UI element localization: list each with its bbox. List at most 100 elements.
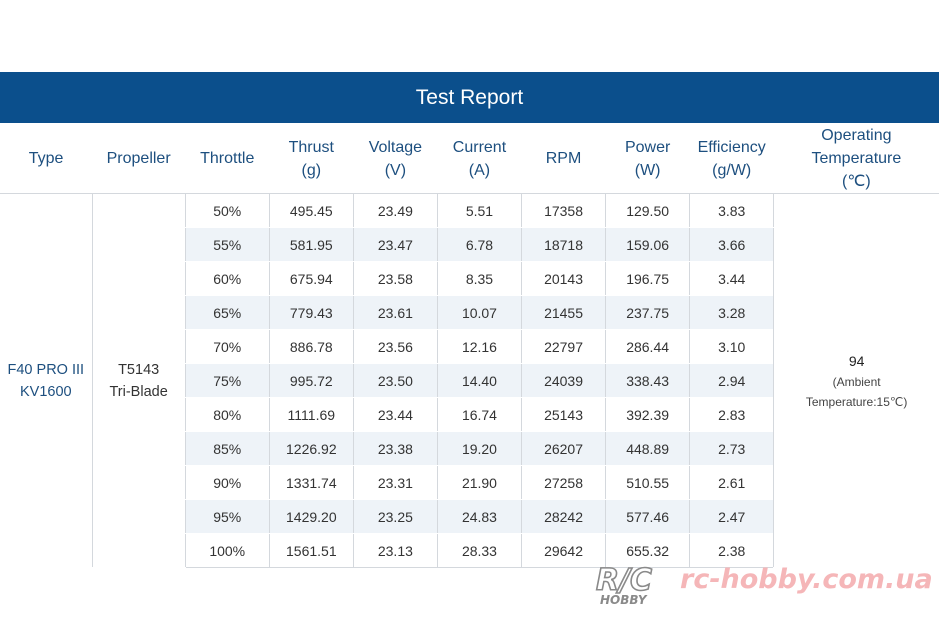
cell-power: 392.39 (605, 397, 690, 432)
cell-thrust: 1561.51 (268, 533, 354, 568)
table-row: F40 PRO III KV1600 T5143 Tri-Blade 50% 495.45… (0, 193, 939, 568)
cell-voltage: 23.44 (352, 397, 438, 432)
cell-efficiency: 3.10 (689, 329, 774, 364)
propeller-cell: T5143 Tri-Blade (91, 193, 186, 568)
cell-throttle: 75% (184, 363, 270, 398)
cell-power: 286.44 (605, 329, 690, 364)
header-rpm: RPM (521, 124, 606, 194)
cell-current: 12.16 (436, 329, 522, 364)
cell-power: 448.89 (605, 431, 690, 466)
cell-current: 8.35 (436, 261, 522, 296)
cell-efficiency: 2.83 (689, 397, 774, 432)
cell-voltage: 23.25 (352, 499, 438, 534)
cell-rpm: 29642 (520, 533, 606, 568)
table-row: 90% 1331.74 23.31 21.90 27258 510.55 2.61 (0, 465, 939, 500)
cell-voltage: 23.31 (352, 465, 438, 500)
cell-rpm: 28242 (520, 499, 606, 534)
header-propeller: Propeller (92, 124, 186, 194)
cell-current: 10.07 (436, 295, 522, 330)
cell-voltage: 23.49 (352, 193, 438, 228)
cell-thrust: 779.43 (268, 295, 354, 330)
test-report-table: Type Propeller Throttle Thrust (g) Volta… (0, 124, 939, 568)
report-title: Test Report (415, 86, 524, 109)
svg-text:R/C: R/C (596, 563, 652, 598)
table-row: 70% 886.78 23.56 12.16 22797 286.44 3.10 (0, 329, 939, 364)
header-voltage: Voltage (V) (353, 124, 438, 194)
cell-efficiency: 2.61 (689, 465, 774, 500)
cell-rpm: 26207 (520, 431, 606, 466)
table-row: 80% 1111.69 23.44 16.74 25143 392.39 2.83 (0, 397, 939, 432)
header-power: Power (W) (605, 124, 690, 194)
temperature-cell: 94 (Ambient Temperature:15℃) (773, 193, 939, 568)
cell-voltage: 23.13 (352, 533, 438, 568)
cell-voltage: 23.61 (352, 295, 438, 330)
cell-efficiency: 3.66 (689, 227, 774, 262)
cell-current: 6.78 (436, 227, 522, 262)
cell-voltage: 23.56 (352, 329, 438, 364)
ambient-note-line1: (Ambient (832, 374, 881, 389)
cell-rpm: 21455 (520, 295, 606, 330)
temperature-value: 94 (848, 352, 865, 369)
table-row: 100% 1561.51 23.13 28.33 29642 655.32 2.38 (0, 533, 939, 568)
cell-throttle: 85% (184, 431, 270, 466)
report-title-banner: Test Report (0, 72, 939, 123)
cell-thrust: 1111.69 (268, 397, 354, 432)
cell-current: 14.40 (436, 363, 522, 398)
cell-throttle: 90% (184, 465, 270, 500)
cell-efficiency: 3.44 (689, 261, 774, 296)
cell-current: 24.83 (436, 499, 522, 534)
cell-throttle: 55% (184, 227, 270, 262)
ambient-note-line2: Temperature:15℃) (805, 394, 908, 409)
cell-efficiency: 2.47 (689, 499, 774, 534)
cell-efficiency: 2.38 (689, 533, 774, 568)
cell-current: 5.51 (436, 193, 522, 228)
cell-current: 21.90 (436, 465, 522, 500)
cell-thrust: 495.45 (268, 193, 354, 228)
cell-throttle: 50% (184, 193, 270, 228)
cell-power: 237.75 (605, 295, 690, 330)
header-row: Type Propeller Throttle Thrust (g) Volta… (0, 124, 939, 194)
cell-power: 338.43 (605, 363, 690, 398)
cell-thrust: 886.78 (268, 329, 354, 364)
cell-throttle: 100% (184, 533, 270, 568)
table-row: 65% 779.43 23.61 10.07 21455 237.75 3.28 (0, 295, 939, 330)
header-temperature: Operating Temperature (℃) (773, 124, 939, 194)
watermark-url: rc-hobby.com.ua (680, 564, 933, 595)
cell-power: 510.55 (605, 465, 690, 500)
cell-thrust: 1226.92 (268, 431, 354, 466)
cell-voltage: 23.38 (352, 431, 438, 466)
table-row: 85% 1226.92 23.38 19.20 26207 448.89 2.73 (0, 431, 939, 466)
table-row: 55% 581.95 23.47 6.78 18718 159.06 3.66 (0, 227, 939, 262)
motor-type-line: KV1600 (19, 383, 72, 400)
cell-rpm: 20143 (520, 261, 606, 296)
cell-efficiency: 3.83 (689, 193, 774, 228)
cell-power: 655.32 (605, 533, 690, 568)
cell-current: 28.33 (436, 533, 522, 568)
cell-thrust: 995.72 (268, 363, 354, 398)
cell-voltage: 23.50 (352, 363, 438, 398)
cell-thrust: 1331.74 (268, 465, 354, 500)
header-type: Type (0, 124, 93, 194)
cell-throttle: 95% (184, 499, 270, 534)
cell-power: 577.46 (605, 499, 690, 534)
cell-rpm: 22797 (520, 329, 606, 364)
propeller-line: Tri-Blade (109, 383, 168, 400)
rc-hobby-logo: R/C HOBBY (595, 562, 653, 606)
cell-rpm: 17358 (520, 193, 606, 228)
cell-voltage: 23.58 (352, 261, 438, 296)
cell-rpm: 24039 (520, 363, 606, 398)
cell-rpm: 18718 (520, 227, 606, 262)
header-current: Current (A) (437, 124, 522, 194)
cell-current: 16.74 (436, 397, 522, 432)
cell-rpm: 27258 (520, 465, 606, 500)
cell-power: 129.50 (605, 193, 690, 228)
cell-power: 159.06 (605, 227, 690, 262)
cell-thrust: 675.94 (268, 261, 354, 296)
cell-throttle: 65% (184, 295, 270, 330)
svg-text:HOBBY: HOBBY (600, 593, 648, 606)
table-row: 95% 1429.20 23.25 24.83 28242 577.46 2.47 (0, 499, 939, 534)
header-efficiency: Efficiency (g/W) (689, 124, 774, 194)
cell-voltage: 23.47 (352, 227, 438, 262)
cell-efficiency: 2.73 (689, 431, 774, 466)
watermark: R/C HOBBY rc-hobby.com.ua (594, 562, 933, 608)
